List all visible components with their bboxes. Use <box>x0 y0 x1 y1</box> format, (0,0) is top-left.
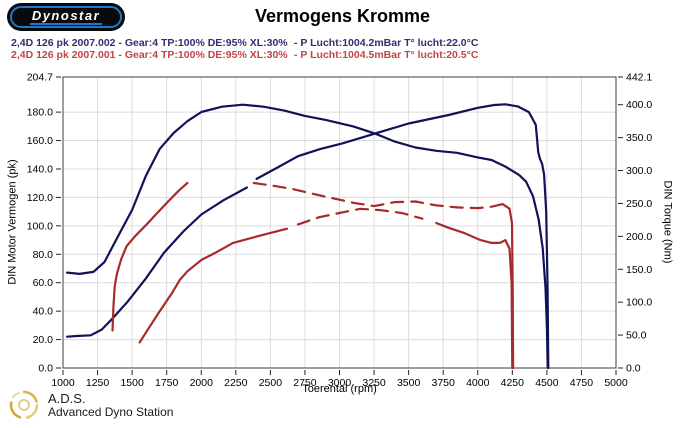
svg-text:3250: 3250 <box>362 377 386 389</box>
series-power-2007.002 <box>65 103 550 370</box>
legend-run-002: 2,4D 126 pk 2007.002 - Gear:4 TP:100% DE… <box>0 37 685 49</box>
legend-run-002-conditions: - P Lucht:1004.2mBar T° lucht:22.0°C <box>294 37 479 49</box>
x-axis-title: Toerental (rpm) <box>302 383 377 395</box>
axis-ticks <box>56 76 623 375</box>
axis-tick-labels: 1000 1250 1500 1750 2000 2250 2500 2750 3000 3250… <box>27 72 653 390</box>
svg-text:1250: 1250 <box>86 377 110 389</box>
svg-text:5000: 5000 <box>604 377 628 389</box>
series-torque-2007.002 <box>65 103 549 370</box>
ads-name: Advanced Dyno Station <box>48 404 174 419</box>
svg-text:2250: 2250 <box>224 377 248 389</box>
curve-segment <box>111 181 189 332</box>
svg-text:1500: 1500 <box>120 377 144 389</box>
svg-text:20.0: 20.0 <box>33 334 54 346</box>
series-torque-2007.001 <box>111 181 515 370</box>
plot-frame <box>62 76 617 369</box>
series-power-2007.001 <box>138 207 514 370</box>
svg-text:2500: 2500 <box>259 377 283 389</box>
svg-text:140.0: 140.0 <box>27 163 53 175</box>
svg-text:350.0: 350.0 <box>626 132 652 144</box>
ads-logo: A.D.S. Advanced Dyno Station <box>8 389 173 421</box>
svg-text:160.0: 160.0 <box>27 135 53 147</box>
curve-segment <box>255 103 550 370</box>
dynostar-logo-text: Dynostar <box>29 8 103 25</box>
svg-text:3500: 3500 <box>397 377 421 389</box>
dynostar-logo: Dynostar <box>7 3 125 31</box>
svg-text:0.0: 0.0 <box>626 363 641 375</box>
svg-text:4500: 4500 <box>535 377 559 389</box>
svg-text:100.0: 100.0 <box>626 297 652 309</box>
legend-run-002-label: 2,4D 126 pk 2007.002 - Gear:4 TP:100% DE… <box>11 37 288 49</box>
svg-text:400.0: 400.0 <box>626 99 652 111</box>
svg-text:2750: 2750 <box>293 377 317 389</box>
svg-text:3000: 3000 <box>328 377 352 389</box>
curve-segment <box>65 103 549 370</box>
ads-swirl-icon <box>9 390 39 419</box>
svg-text:50.0: 50.0 <box>626 330 647 342</box>
svg-text:1750: 1750 <box>155 377 179 389</box>
svg-text:80.0: 80.0 <box>33 249 54 261</box>
svg-text:3750: 3750 <box>432 377 456 389</box>
svg-text:4000: 4000 <box>466 377 490 389</box>
curve-segment <box>65 186 248 338</box>
curve-segment <box>501 203 515 370</box>
ads-abbr: A.D.S. <box>48 390 86 406</box>
svg-text:40.0: 40.0 <box>33 306 54 318</box>
curve-segment <box>138 227 289 344</box>
svg-text:200.0: 200.0 <box>626 231 652 243</box>
svg-text:60.0: 60.0 <box>33 277 54 289</box>
svg-text:150.0: 150.0 <box>626 264 652 276</box>
curve-segment <box>252 181 504 210</box>
legend-run-001-label: 2,4D 126 pk 2007.001 - Gear:4 TP:100% DE… <box>11 49 288 61</box>
svg-text:4750: 4750 <box>570 377 594 389</box>
svg-text:4250: 4250 <box>501 377 525 389</box>
svg-text:300.0: 300.0 <box>626 165 652 177</box>
page-title: Vermogens Kromme <box>254 6 431 26</box>
svg-text:180.0: 180.0 <box>27 107 53 119</box>
svg-text:442.1: 442.1 <box>626 72 652 84</box>
curve-segment <box>435 221 514 370</box>
curve-segment <box>296 207 424 226</box>
svg-text:204.7: 204.7 <box>27 72 53 84</box>
legend-run-001-conditions: - P Lucht:1004.5mBar T° lucht:20.5°C <box>294 49 479 61</box>
svg-text:120.0: 120.0 <box>27 192 53 204</box>
ads-text: A.D.S. Advanced Dyno Station <box>48 392 173 419</box>
svg-text:1000: 1000 <box>51 377 75 389</box>
svg-text:100.0: 100.0 <box>27 220 53 232</box>
svg-text:2000: 2000 <box>190 377 214 389</box>
svg-text:250.0: 250.0 <box>626 198 652 210</box>
dynostar-logo-ring: Dynostar <box>10 6 122 28</box>
legend-run-001: 2,4D 126 pk 2007.001 - Gear:4 TP:100% DE… <box>0 49 685 61</box>
svg-text:0.0: 0.0 <box>38 363 53 375</box>
